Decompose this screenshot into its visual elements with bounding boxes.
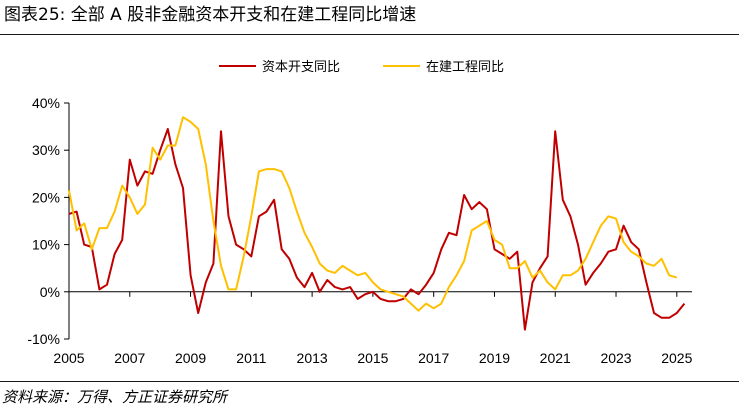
source-note: 资料来源：万得、方正证券研究所 <box>2 388 228 406</box>
y-tick-label: 0% <box>40 284 60 300</box>
y-tick-label: 20% <box>32 189 60 205</box>
x-tick-label: 2007 <box>114 350 145 366</box>
series-lines <box>68 116 686 331</box>
x-tick-label: 2013 <box>297 350 328 366</box>
chart-title: 图表25: 全部 A 股非金融资本开支和在建工程同比增速 <box>4 5 417 25</box>
source-divider <box>0 381 739 382</box>
x-tick-label: 2021 <box>540 350 571 366</box>
y-tick-label: 30% <box>32 142 60 158</box>
x-tick-label: 2019 <box>479 350 510 366</box>
y-tick-label: 40% <box>32 95 60 111</box>
x-tick-label: 2015 <box>357 350 388 366</box>
x-tick-label: 2009 <box>175 350 206 366</box>
legend: 资本开支同比 在建工程同比 <box>219 60 504 75</box>
title-divider <box>0 34 739 35</box>
legend-label-construction: 在建工程同比 <box>426 60 504 75</box>
construction-yoy-line <box>68 116 678 312</box>
line-chart: 资本开支同比 在建工程同比 -10% 0% 10% 20% 30% 40% 2005 2007 2… <box>27 60 692 366</box>
legend-label-capex: 资本开支同比 <box>262 60 340 75</box>
x-tick-label: 2005 <box>53 350 84 366</box>
y-tick-label: 10% <box>32 237 60 253</box>
x-tick-label: 2017 <box>418 350 449 366</box>
x-tick-label: 2025 <box>661 350 692 366</box>
y-tick-label: -10% <box>27 331 60 347</box>
axes: -10% 0% 10% 20% 30% 40% 2005 2007 2009 2011 2013 20… <box>27 95 692 366</box>
x-tick-label: 2023 <box>600 350 631 366</box>
x-tick-label: 2011 <box>236 350 266 366</box>
